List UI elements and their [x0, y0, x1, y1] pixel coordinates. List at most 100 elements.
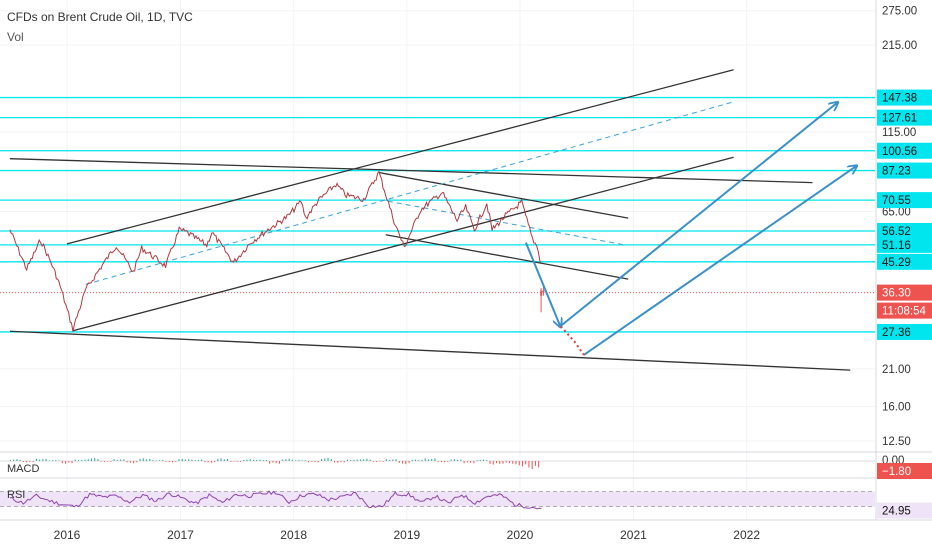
macd-histogram-bar	[369, 459, 371, 461]
macd-histogram-bar	[466, 461, 468, 463]
price-axis-tick: 215.00	[882, 40, 917, 52]
macd-histogram-bar	[502, 461, 504, 464]
macd-histogram-bar	[492, 461, 494, 465]
time-axis-tick: 2016	[54, 528, 81, 542]
macd-histogram-bar	[184, 459, 186, 461]
level-badge: 87.23	[882, 166, 911, 178]
macd-histogram-bar	[353, 459, 355, 461]
level-badge-bg	[877, 162, 932, 179]
macd-histogram-bar	[9, 459, 11, 461]
chart-title[interactable]: CFDs on Brent Crude Oil, 1D, TVC	[7, 10, 193, 24]
time-axis[interactable]: 2016 2017 2018 2019 2020 2021 2022	[0, 519, 932, 542]
level-badge: 127.61	[882, 113, 917, 125]
macd-histogram-bar	[327, 457, 329, 461]
macd-histogram-bar	[278, 461, 280, 464]
macd-histogram-bar	[194, 460, 196, 461]
macd-histogram-bar	[525, 461, 527, 465]
macd-histogram-bar	[473, 461, 475, 464]
time-axis-tick: 2021	[620, 528, 647, 542]
level-badge: 51.16	[882, 240, 911, 252]
macd-histogram-bar	[217, 458, 219, 461]
candle-body	[540, 290, 543, 296]
dashed-trendline	[85, 101, 734, 285]
macd-histogram-bar	[129, 461, 131, 463]
macd-histogram-bar	[71, 461, 73, 464]
macd-histogram-bar	[389, 459, 391, 461]
macd-histogram-bar	[460, 459, 462, 461]
macd-histogram-bar	[259, 459, 261, 461]
macd-histogram-bar	[405, 461, 407, 465]
macd-histogram-bar	[155, 460, 157, 461]
macd-histogram-bar	[171, 461, 173, 463]
candle-body	[542, 290, 545, 293]
macd-histogram-bar	[301, 460, 303, 461]
macd-histogram-bar	[48, 460, 50, 461]
macd-histogram-bar	[314, 461, 316, 463]
macd-histogram-bar	[528, 461, 530, 468]
macd-histogram-bar	[363, 459, 365, 461]
macd-histogram-bar	[479, 459, 481, 461]
current-price-badge-bg	[877, 284, 932, 301]
macd-histogram-bar	[337, 461, 339, 463]
time-axis-tick: 2020	[507, 528, 534, 542]
macd-histogram-bar	[298, 460, 300, 461]
macd-histogram-bar	[402, 461, 404, 464]
macd-histogram-bar	[483, 459, 485, 461]
macd-histogram-bar	[191, 459, 193, 461]
macd-histogram-bar	[243, 459, 245, 461]
macd-histogram-bar	[29, 461, 31, 462]
time-axis-tick: 2017	[167, 528, 194, 542]
macd-histogram-bar	[330, 459, 332, 461]
macd-histogram-bar	[149, 458, 151, 461]
macd-histogram-bar	[415, 459, 417, 461]
macd-histogram-bar	[220, 458, 222, 461]
projection-arrow	[524, 242, 560, 327]
macd-histogram-bar	[269, 461, 271, 464]
macd-histogram-bar	[26, 461, 28, 463]
macd-histogram-bar	[178, 459, 180, 461]
macd-histogram-bar	[55, 460, 57, 461]
macd-histogram-bar	[136, 461, 138, 463]
macd-histogram-bar	[534, 461, 536, 466]
macd-histogram-bar	[457, 459, 459, 461]
macd-histogram-bar	[317, 461, 319, 463]
macd-histogram-bar	[418, 460, 420, 461]
macd-histogram-bar	[359, 459, 361, 461]
macd-histogram-bar	[463, 461, 465, 464]
level-badge-bg	[877, 222, 932, 239]
trendline	[9, 330, 851, 371]
macd-histogram-bar	[379, 461, 381, 462]
macd-histogram-bar	[233, 461, 235, 462]
level-badge-bg	[877, 109, 932, 126]
rsi-value-badge-bg	[877, 502, 932, 519]
price-axis-tick: 16.00	[882, 402, 911, 414]
level-badge: 100.56	[882, 146, 917, 158]
macd-histogram-bar	[139, 458, 141, 461]
macd-histogram-bar	[343, 461, 345, 463]
macd-histogram-bar	[440, 461, 442, 463]
macd-histogram-bar	[113, 459, 115, 461]
macd-histogram-bar	[19, 459, 21, 461]
macd-label: MACD	[7, 463, 39, 475]
dashed-trendline	[387, 200, 627, 246]
price-axis-tick: 275.00	[882, 6, 917, 18]
level-badge-bg	[877, 142, 932, 159]
macd-histogram-bar	[282, 459, 284, 461]
time-axis-tick: 2022	[733, 528, 760, 542]
macd-histogram-bar	[68, 461, 70, 463]
macd-histogram-bar	[272, 461, 274, 463]
macd-histogram-bar	[22, 461, 24, 463]
price-axis-tick: 12.50	[882, 436, 911, 448]
macd-histogram-bar	[81, 459, 83, 461]
macd-histogram-bar	[496, 461, 498, 464]
macd-histogram-bar	[35, 458, 37, 461]
price-axis[interactable]: 275.00 215.00 115.00 65.00 21.00 16.00 12.50 14…	[875, 0, 932, 520]
trendline	[9, 158, 813, 184]
macd-histogram-bar	[236, 461, 238, 462]
macd-histogram-bar	[340, 461, 342, 463]
macd-histogram-bar	[444, 461, 446, 463]
macd-histogram-bar	[120, 459, 122, 461]
macd-histogram-bar	[447, 461, 449, 462]
macd-histogram-bar	[376, 461, 378, 462]
